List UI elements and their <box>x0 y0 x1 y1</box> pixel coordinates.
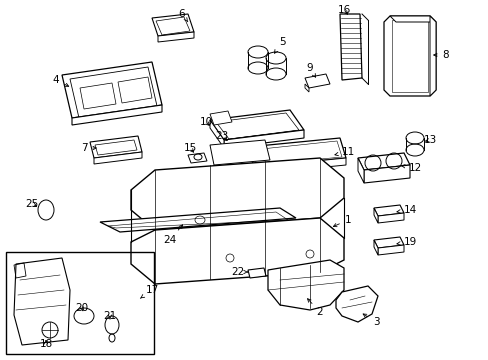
Text: 8: 8 <box>433 50 448 60</box>
Text: 1: 1 <box>333 215 350 227</box>
Polygon shape <box>14 258 70 345</box>
Text: 9: 9 <box>306 63 315 77</box>
Polygon shape <box>131 158 343 230</box>
Polygon shape <box>72 105 162 125</box>
Text: 17: 17 <box>140 285 158 298</box>
Text: 23: 23 <box>215 131 228 141</box>
Polygon shape <box>209 140 269 165</box>
Polygon shape <box>152 14 194 36</box>
Polygon shape <box>90 136 142 158</box>
Polygon shape <box>224 130 304 148</box>
Polygon shape <box>363 165 409 183</box>
Text: 24: 24 <box>163 225 182 245</box>
Polygon shape <box>357 158 363 183</box>
Polygon shape <box>389 16 435 22</box>
Text: 6: 6 <box>178 9 187 22</box>
Polygon shape <box>373 208 377 223</box>
Polygon shape <box>305 74 329 88</box>
Text: 3: 3 <box>363 314 379 327</box>
Polygon shape <box>335 286 377 322</box>
Text: 7: 7 <box>81 143 96 153</box>
Polygon shape <box>339 14 361 80</box>
Polygon shape <box>373 237 403 248</box>
Bar <box>6 252 154 354</box>
Text: 14: 14 <box>396 205 416 215</box>
Polygon shape <box>131 218 343 284</box>
Polygon shape <box>187 153 206 163</box>
Text: 21: 21 <box>103 311 116 321</box>
Text: 15: 15 <box>183 143 196 153</box>
Text: 5: 5 <box>274 37 285 53</box>
Polygon shape <box>377 213 403 223</box>
Polygon shape <box>253 158 346 174</box>
Polygon shape <box>247 138 346 167</box>
Polygon shape <box>62 62 162 118</box>
Text: 12: 12 <box>401 163 421 173</box>
Polygon shape <box>429 16 435 96</box>
Text: 16: 16 <box>337 5 350 15</box>
Polygon shape <box>209 110 304 140</box>
Text: 10: 10 <box>199 117 212 127</box>
Polygon shape <box>209 111 231 125</box>
Polygon shape <box>377 245 403 255</box>
Text: 18: 18 <box>40 339 53 349</box>
Polygon shape <box>94 152 142 164</box>
Text: 2: 2 <box>307 299 323 317</box>
Polygon shape <box>373 205 403 216</box>
Polygon shape <box>373 240 377 255</box>
Polygon shape <box>267 260 343 310</box>
Text: 25: 25 <box>25 199 39 209</box>
Polygon shape <box>247 268 265 278</box>
Polygon shape <box>383 16 435 96</box>
Polygon shape <box>158 32 194 42</box>
Polygon shape <box>357 153 409 170</box>
Text: 4: 4 <box>53 75 68 86</box>
Text: 13: 13 <box>423 135 436 145</box>
Text: 11: 11 <box>334 147 354 157</box>
Polygon shape <box>100 208 295 232</box>
Polygon shape <box>209 120 224 148</box>
Text: 20: 20 <box>75 303 88 313</box>
Text: 22: 22 <box>231 267 247 277</box>
Text: 19: 19 <box>396 237 416 247</box>
